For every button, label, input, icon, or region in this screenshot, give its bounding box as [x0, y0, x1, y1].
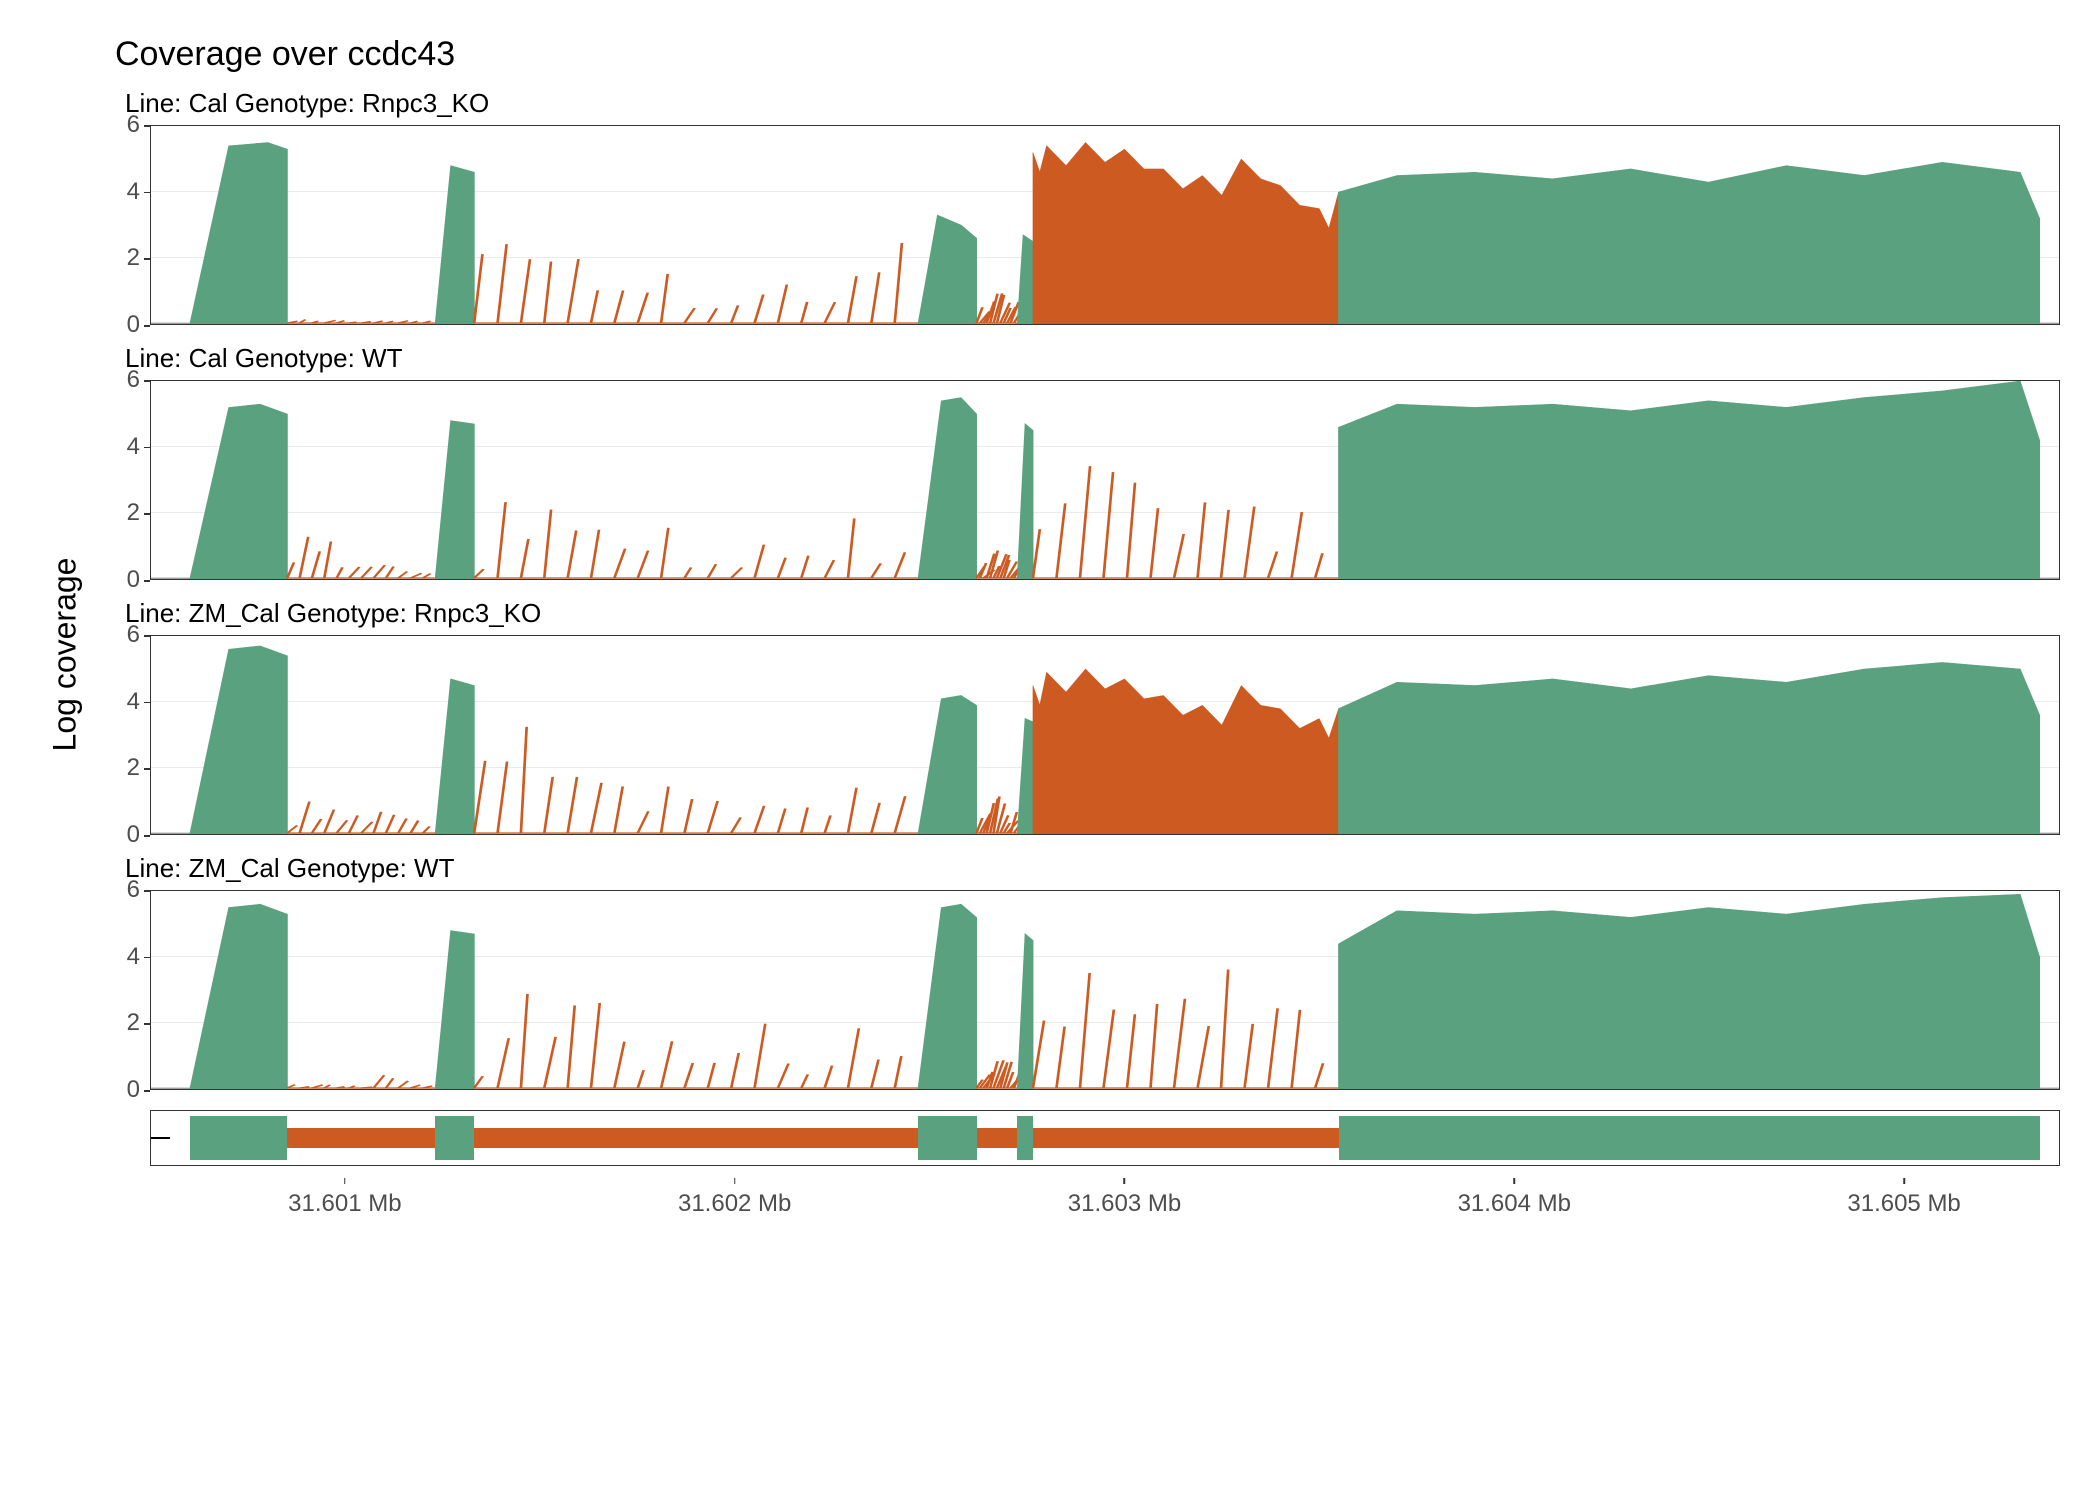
- x-tick-label: 31.602 Mb: [678, 1190, 791, 1218]
- y-tick-label: 6: [127, 111, 140, 139]
- y-tick-label: 2: [127, 754, 140, 782]
- coverage-panel: Line: ZM_Cal Genotype: WT0246: [90, 853, 2060, 1090]
- gene-exon: [918, 1116, 976, 1159]
- coverage-panel: Line: ZM_Cal Genotype: Rnpc3_KO0246: [90, 598, 2060, 835]
- y-ticks: 0246: [90, 890, 150, 1090]
- plot-area: [150, 635, 2060, 835]
- gene-exon: [435, 1116, 474, 1159]
- y-tick-label: 4: [127, 433, 140, 461]
- figure-title: Coverage over ccdc43: [115, 35, 2060, 74]
- plot-area: [150, 890, 2060, 1090]
- y-tick-label: 0: [127, 821, 140, 849]
- y-tick-label: 2: [127, 244, 140, 272]
- gene-intron: [474, 1128, 918, 1147]
- y-tick-label: 0: [127, 311, 140, 339]
- gene-exon: [190, 1116, 287, 1159]
- y-ticks: 0246: [90, 635, 150, 835]
- y-tick-label: 6: [127, 621, 140, 649]
- y-tick-label: 4: [127, 688, 140, 716]
- y-tick-label: 2: [127, 1009, 140, 1037]
- y-tick-label: 4: [127, 178, 140, 206]
- y-tick-label: 0: [127, 1076, 140, 1104]
- x-tick-label: 31.605 Mb: [1847, 1190, 1960, 1218]
- panel-label: Line: ZM_Cal Genotype: WT: [125, 853, 2060, 884]
- y-axis-title-container: Log coverage: [40, 84, 90, 1224]
- panel-label: Line: Cal Genotype: WT: [125, 343, 2060, 374]
- plot-area: [150, 125, 2060, 325]
- gene-intron: [1033, 1128, 1339, 1147]
- x-axis: 31.601 Mb 31.602 Mb 31.603 Mb 31.604 Mb 31.6…: [90, 1184, 2060, 1224]
- gene-exon: [1339, 1116, 2040, 1159]
- panel-label: Line: ZM_Cal Genotype: Rnpc3_KO: [125, 598, 2060, 629]
- figure: Log coverage Line: Cal Genotype: Rnpc3_K…: [40, 84, 2060, 1224]
- x-tick-label: 31.604 Mb: [1458, 1190, 1571, 1218]
- y-tick-label: 6: [127, 366, 140, 394]
- panel-label: Line: Cal Genotype: Rnpc3_KO: [125, 88, 2060, 119]
- y-tick-label: 2: [127, 499, 140, 527]
- gene-model-track: [90, 1110, 2060, 1166]
- plot-area: [150, 380, 2060, 580]
- gene-intron: [287, 1128, 435, 1147]
- y-ticks: 0246: [90, 380, 150, 580]
- y-tick-label: 4: [127, 943, 140, 971]
- x-tick-label: 31.601 Mb: [288, 1190, 401, 1218]
- gene-exon: [1017, 1116, 1033, 1159]
- coverage-panel: Line: Cal Genotype: Rnpc3_KO0246: [90, 88, 2060, 325]
- y-ticks: 0246: [90, 125, 150, 325]
- y-tick-label: 0: [127, 566, 140, 594]
- y-tick-label: 6: [127, 876, 140, 904]
- gene-model-area: [150, 1110, 2060, 1166]
- x-tick-label: 31.603 Mb: [1068, 1190, 1181, 1218]
- coverage-panel: Line: Cal Genotype: WT0246: [90, 343, 2060, 580]
- gene-intron: [977, 1128, 1018, 1147]
- y-axis-title: Log coverage: [47, 557, 84, 751]
- panels-column: Line: Cal Genotype: Rnpc3_KO0246Line: Ca…: [90, 84, 2060, 1224]
